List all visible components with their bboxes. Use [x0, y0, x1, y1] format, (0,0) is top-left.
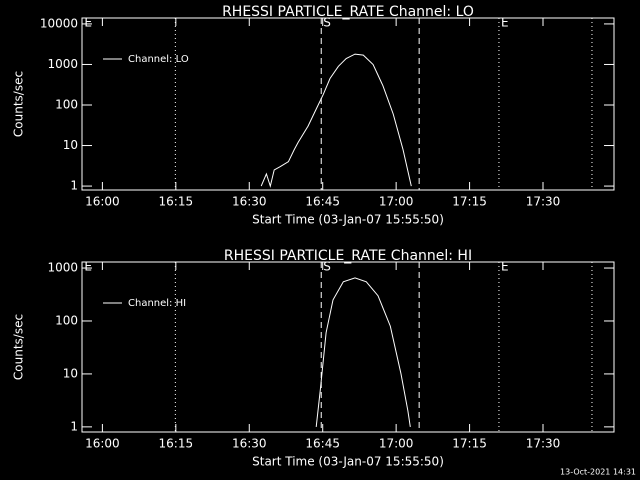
x-axis-label: Start Time (03-Jan-07 15:55:50) — [252, 455, 444, 469]
x-tick-label: 17:30 — [526, 437, 561, 451]
y-tick-label: 100 — [55, 97, 78, 111]
marker-label: S — [323, 260, 331, 274]
x-tick-label: 16:15 — [159, 195, 194, 209]
x-tick-label: 17:00 — [379, 195, 414, 209]
x-tick-label: 17:00 — [379, 437, 414, 451]
x-tick-label: 17:30 — [526, 195, 561, 209]
data-line — [260, 53, 412, 188]
y-tick-label: 1000 — [47, 261, 78, 275]
x-axis-label: Start Time (03-Jan-07 15:55:50) — [252, 213, 444, 227]
y-tick-label: 1 — [70, 179, 78, 193]
plot-frame — [81, 261, 615, 433]
data-line — [315, 277, 411, 427]
timestamp: 13-Oct-2021 14:31 — [560, 468, 636, 477]
y-tick-label: 1 — [70, 419, 78, 433]
marker-label: E — [501, 260, 509, 274]
plot-frame — [81, 17, 615, 191]
marker-label: E — [84, 260, 92, 274]
marker-label: E — [501, 16, 509, 30]
y-axis-label: Counts/sec — [12, 71, 26, 137]
x-tick-label: 16:00 — [85, 195, 120, 209]
chart-title: RHESSI PARTICLE_RATE Channel: LO — [222, 4, 474, 20]
y-tick-label: 1000 — [47, 57, 78, 71]
y-tick-label: 10000 — [40, 16, 78, 30]
x-tick-label: 16:00 — [85, 437, 120, 451]
legend-label: Channel: HI — [128, 298, 186, 309]
x-tick-label: 17:15 — [452, 437, 487, 451]
legend-label: Channel: LO — [128, 54, 189, 65]
y-axis-label: Counts/sec — [12, 314, 26, 380]
x-tick-label: 16:30 — [232, 437, 267, 451]
y-tick-label: 10 — [63, 138, 78, 152]
x-tick-label: 17:15 — [452, 195, 487, 209]
chart-title: RHESSI PARTICLE_RATE Channel: HI — [224, 248, 472, 264]
marker-label: E — [84, 16, 92, 30]
x-tick-label: 16:45 — [305, 195, 340, 209]
marker-label: S — [323, 16, 331, 30]
x-tick-label: 16:30 — [232, 195, 267, 209]
x-tick-label: 16:45 — [305, 437, 340, 451]
x-tick-label: 16:15 — [159, 437, 194, 451]
y-tick-label: 100 — [55, 313, 78, 327]
y-tick-label: 10 — [63, 366, 78, 380]
